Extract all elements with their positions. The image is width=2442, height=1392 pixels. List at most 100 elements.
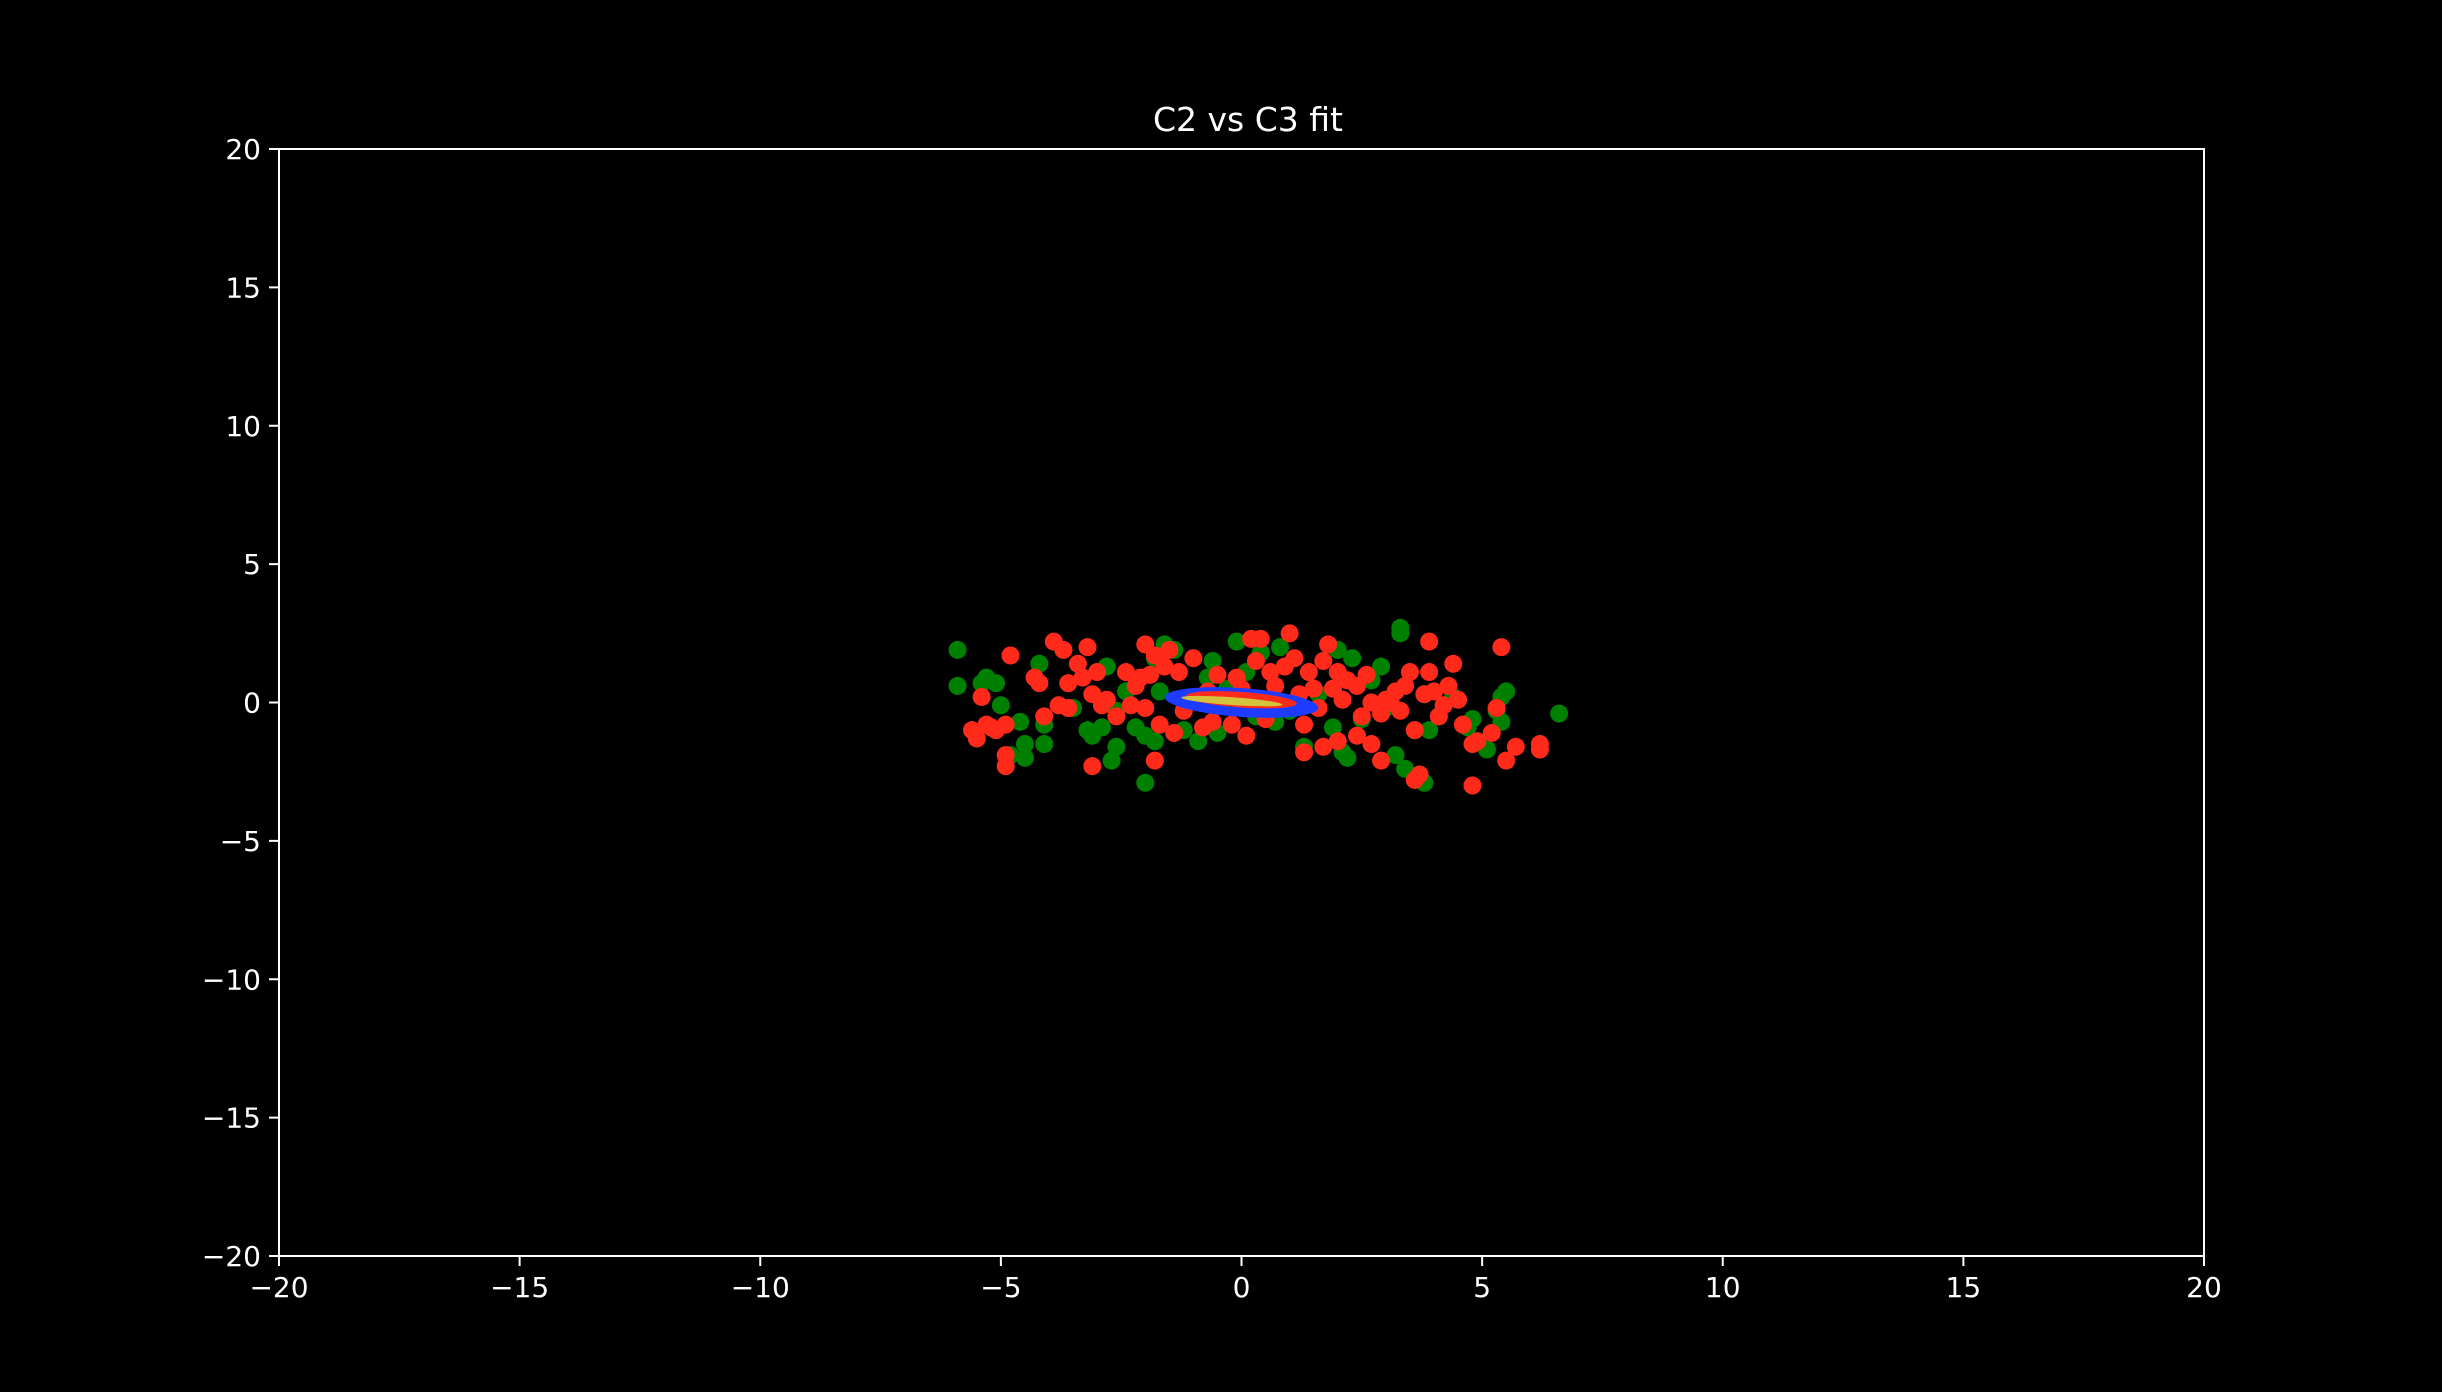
data-point — [1237, 726, 1256, 745]
data-point — [1015, 735, 1034, 754]
y-tick-label: 5 — [243, 548, 261, 581]
data-point — [1396, 676, 1415, 695]
data-point — [1425, 682, 1443, 701]
x-tick-label: 5 — [1473, 1271, 1491, 1304]
y-tick-label: −10 — [202, 963, 261, 996]
data-point — [1420, 663, 1439, 682]
x-tick-label: −10 — [731, 1271, 790, 1304]
data-point — [1184, 649, 1203, 668]
data-point — [1357, 665, 1376, 684]
data-point — [1150, 682, 1169, 701]
data-point — [1136, 773, 1155, 792]
data-point — [1299, 663, 1318, 682]
data-point — [1314, 737, 1333, 756]
y-tick-label: −15 — [202, 1102, 261, 1135]
data-point — [1420, 632, 1439, 651]
y-tick-label: 20 — [225, 133, 261, 166]
x-tick-label: −15 — [490, 1271, 549, 1304]
data-point — [1434, 696, 1453, 715]
data-point — [1463, 776, 1482, 795]
data-point — [1169, 663, 1188, 682]
x-tick-label: 0 — [1233, 1271, 1251, 1304]
data-point — [1348, 726, 1366, 745]
data-point — [1391, 701, 1410, 720]
data-point — [1405, 721, 1424, 740]
data-point — [1304, 679, 1323, 698]
data-point — [1203, 712, 1222, 731]
data-point — [1372, 751, 1391, 770]
data-point — [1280, 624, 1299, 643]
data-point — [1333, 690, 1352, 709]
data-point — [1035, 735, 1054, 754]
data-point — [996, 757, 1015, 776]
data-point — [1444, 654, 1463, 673]
y-tick-label: 10 — [225, 410, 261, 443]
data-point — [1121, 696, 1140, 715]
data-point — [1352, 707, 1371, 726]
y-tick-label: −5 — [220, 825, 261, 858]
data-point — [1001, 646, 1020, 665]
data-point — [1295, 715, 1314, 734]
data-point — [1550, 704, 1569, 723]
data-point — [1155, 657, 1174, 676]
data-point — [1068, 654, 1087, 673]
data-point — [1145, 751, 1164, 770]
y-tick-label: 15 — [225, 271, 261, 304]
x-tick-label: −20 — [249, 1271, 308, 1304]
data-point — [1400, 663, 1419, 682]
data-point — [1059, 699, 1078, 718]
data-point — [1107, 707, 1126, 726]
data-point — [1160, 640, 1179, 659]
data-point — [996, 715, 1015, 734]
data-point — [1372, 657, 1391, 676]
data-point — [1271, 638, 1289, 657]
data-point — [1107, 737, 1126, 756]
data-point — [1439, 676, 1458, 695]
data-point — [1497, 682, 1516, 701]
data-point — [1150, 715, 1169, 734]
data-point — [1083, 757, 1102, 776]
data-point — [1097, 690, 1116, 709]
y-axis: −20 −15 −10 −5 0 5 10 15 20 — [202, 133, 279, 1273]
data-point — [1059, 674, 1078, 693]
data-point — [1015, 748, 1034, 767]
data-point — [948, 640, 967, 659]
data-point — [1227, 632, 1246, 651]
data-point — [1102, 751, 1121, 770]
data-point — [1222, 715, 1241, 734]
data-point — [1054, 640, 1073, 659]
data-point — [1136, 699, 1155, 718]
x-tick-label: −5 — [980, 1271, 1021, 1304]
data-point — [1338, 748, 1357, 767]
data-point — [1092, 718, 1111, 737]
data-point — [1078, 638, 1097, 657]
data-point — [972, 687, 991, 706]
data-point — [1453, 715, 1472, 734]
x-tick-label: 20 — [2186, 1271, 2222, 1304]
data-point — [1410, 765, 1429, 784]
data-point — [1343, 649, 1362, 668]
data-point — [1117, 663, 1135, 682]
data-point — [1285, 649, 1304, 668]
data-point — [1165, 723, 1184, 742]
data-point — [1246, 651, 1265, 670]
data-point — [1319, 635, 1338, 654]
data-point — [1295, 743, 1314, 762]
data-point — [1208, 665, 1227, 684]
y-tick-label: 0 — [243, 687, 261, 720]
data-point — [1189, 732, 1208, 751]
x-tick-label: 15 — [1946, 1271, 1982, 1304]
data-point — [1492, 638, 1511, 657]
data-point — [1420, 721, 1439, 740]
fit-ellipse — [1181, 695, 1283, 707]
data-point — [1145, 732, 1164, 751]
x-tick-label: 10 — [1705, 1271, 1741, 1304]
data-point — [1328, 732, 1347, 751]
data-point — [1035, 707, 1054, 726]
data-point — [987, 674, 1006, 693]
data-point — [1482, 723, 1501, 742]
data-point — [1449, 690, 1468, 709]
data-point — [991, 696, 1010, 715]
